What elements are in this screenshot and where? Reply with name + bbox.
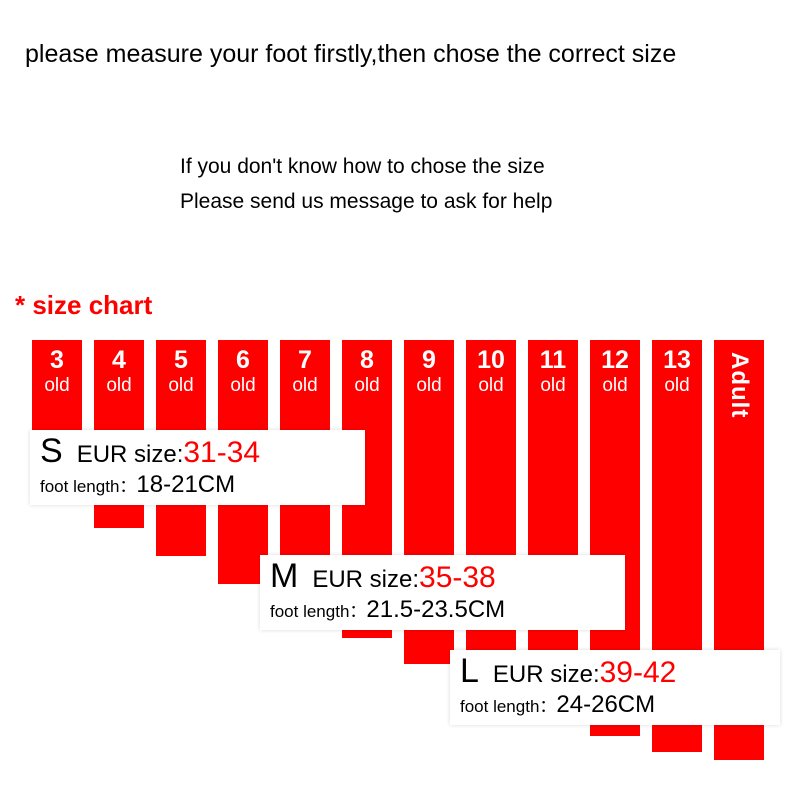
subtext-line-1: If you don't know how to chose the size	[180, 155, 545, 179]
eur-size-value: 35-38	[419, 561, 496, 594]
eur-size-line: EUR size:31-34	[77, 436, 260, 470]
bar-label-number: 4	[94, 346, 144, 375]
bar-label-old: old	[466, 375, 516, 397]
chart-title-text: size chart	[25, 290, 152, 320]
eur-size-label: EUR size:	[77, 441, 184, 468]
bar-label-old: old	[528, 375, 578, 397]
foot-length-label: foot length：	[460, 697, 556, 716]
bar-label-old: old	[280, 375, 330, 397]
bar-label-adult: Adult	[725, 352, 753, 418]
bar-label-number: 12	[590, 346, 640, 375]
bar-label-old: old	[590, 375, 640, 397]
chart-title: * size chart	[15, 290, 152, 321]
subtext-line-2: Please send us message to ask for help	[180, 190, 552, 214]
size-box: MEUR size:35-38foot length：21.5-23.5CM	[260, 555, 625, 630]
bar-label-number: 9	[404, 346, 454, 375]
bar-label-number: 8	[342, 346, 392, 375]
foot-length-line: foot length：21.5-23.5CM	[270, 596, 619, 624]
foot-length-value: 18-21CM	[136, 471, 235, 498]
eur-size-label: EUR size:	[493, 661, 600, 688]
bar-label-old: old	[342, 375, 392, 397]
bar-label-number: 5	[156, 346, 206, 375]
size-letter: S	[40, 432, 63, 471]
size-box: LEUR size:39-42foot length：24-26CM	[450, 650, 780, 725]
eur-size-line: EUR size:39-42	[493, 656, 676, 690]
size-box: SEUR size:31-34foot length：18-21CM	[30, 430, 365, 505]
eur-size-line: EUR size:35-38	[312, 561, 495, 595]
bar-label-number: 7	[280, 346, 330, 375]
eur-size-label: EUR size:	[312, 566, 419, 593]
bar-label-old: old	[156, 375, 206, 397]
foot-length-line: foot length：18-21CM	[40, 471, 359, 499]
star-icon: *	[15, 290, 25, 320]
headline-text: please measure your foot firstly,then ch…	[25, 40, 676, 69]
foot-length-label: foot length：	[270, 602, 366, 621]
bar-label-number: 6	[218, 346, 268, 375]
eur-size-value: 39-42	[600, 656, 677, 689]
bar-label-old: old	[32, 375, 82, 397]
foot-length-line: foot length：24-26CM	[460, 691, 774, 719]
bar-label-old: old	[218, 375, 268, 397]
size-letter: M	[270, 557, 298, 596]
foot-length-value: 24-26CM	[556, 691, 655, 718]
foot-length-label: foot length：	[40, 477, 136, 496]
bar-label-number: 10	[466, 346, 516, 375]
bar-label-number: 3	[32, 346, 82, 375]
foot-length-value: 21.5-23.5CM	[366, 596, 505, 623]
bar-label-number: 13	[652, 346, 702, 375]
bar-label-number: 11	[528, 346, 578, 375]
eur-size-value: 31-34	[183, 436, 260, 469]
size-bar: 10old	[466, 340, 516, 690]
bar-label-old: old	[404, 375, 454, 397]
size-letter: L	[460, 652, 479, 691]
bar-label-old: old	[652, 375, 702, 397]
bar-label-old: old	[94, 375, 144, 397]
